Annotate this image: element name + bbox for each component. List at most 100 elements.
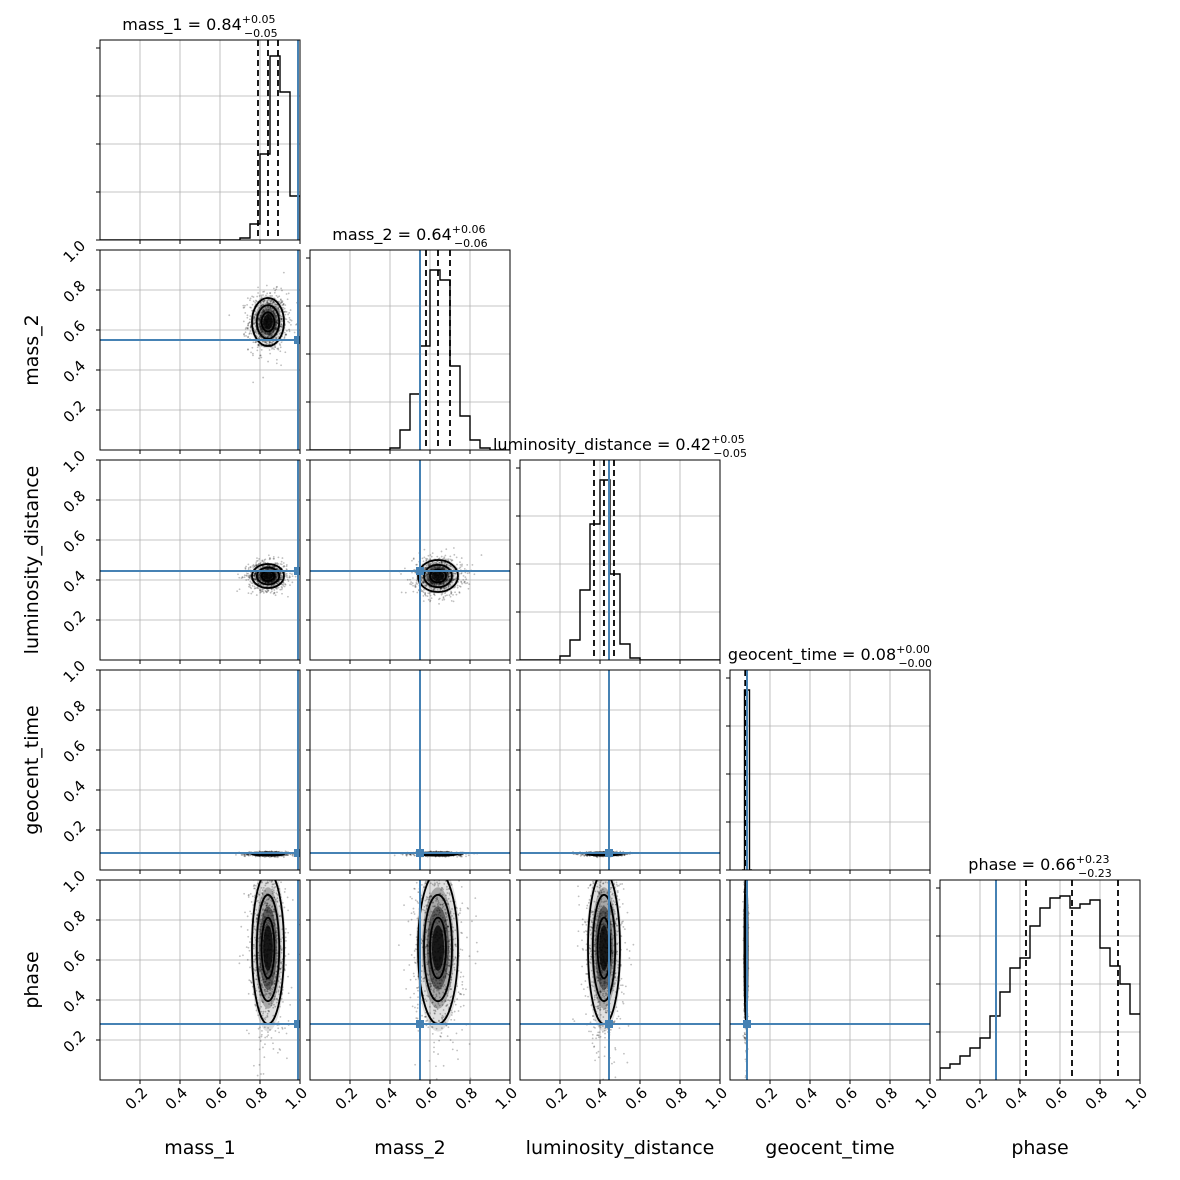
sample-point xyxy=(463,581,466,584)
sample-point xyxy=(464,576,467,578)
sample-point xyxy=(256,346,259,349)
histogram-mass_1 xyxy=(100,55,300,240)
sample-point xyxy=(275,316,278,319)
sample-point xyxy=(245,565,247,568)
sample-point xyxy=(266,301,269,304)
sample-point xyxy=(461,853,464,856)
sample-point xyxy=(256,586,259,589)
sample-point xyxy=(285,854,288,857)
sample-point xyxy=(442,583,445,586)
panel-mass_2-vs-mass_1 xyxy=(96,249,301,454)
sample-point xyxy=(279,578,282,580)
sample-point xyxy=(277,562,279,565)
sample-point xyxy=(260,349,263,351)
grid xyxy=(310,459,511,660)
sample-point xyxy=(255,561,258,564)
sample-point xyxy=(268,557,271,559)
sample-point xyxy=(446,571,449,574)
sample-point xyxy=(274,346,276,349)
sample-point xyxy=(247,578,250,581)
sample-point xyxy=(247,566,250,569)
sample-point xyxy=(253,574,256,577)
sample-point xyxy=(276,320,279,323)
sample-point xyxy=(411,571,413,574)
sample-point xyxy=(259,329,262,331)
sample-point xyxy=(420,590,423,593)
sample-point xyxy=(428,579,431,581)
sample-point xyxy=(284,854,287,856)
sample-point xyxy=(283,337,286,339)
sample-point xyxy=(459,853,462,856)
sample-point xyxy=(414,585,417,588)
sample-point xyxy=(251,303,254,306)
sample-point xyxy=(287,595,289,598)
sample-point xyxy=(240,853,243,856)
sample-point xyxy=(433,587,435,590)
sample-point xyxy=(281,587,284,589)
sample-point xyxy=(261,559,264,562)
y-tick-label: 0.6 xyxy=(60,737,90,767)
sample-point xyxy=(425,559,428,562)
sample-point xyxy=(273,557,275,560)
sample-point xyxy=(422,581,425,584)
sample-point xyxy=(414,571,417,574)
sample-point xyxy=(275,306,277,309)
sample-point xyxy=(279,314,281,317)
sample-point xyxy=(427,562,430,565)
sample-point xyxy=(272,556,275,558)
sample-point xyxy=(242,333,245,336)
sample-point xyxy=(258,573,261,576)
sample-point xyxy=(440,562,443,565)
sample-point xyxy=(435,561,438,564)
sample-point xyxy=(251,582,254,585)
sample-point xyxy=(412,590,415,593)
sample-point xyxy=(272,309,275,311)
sample-point xyxy=(261,330,264,333)
sample-point xyxy=(452,566,454,569)
sample-point xyxy=(260,356,263,359)
sample-point xyxy=(275,288,278,291)
sample-point xyxy=(280,576,283,579)
sample-point xyxy=(459,854,462,857)
sample-point xyxy=(429,580,432,583)
sample-point xyxy=(252,300,255,303)
sample-point xyxy=(275,286,278,289)
sample-point xyxy=(406,853,409,856)
sample-point xyxy=(257,344,259,347)
sample-point xyxy=(454,572,456,575)
sample-point xyxy=(449,595,452,598)
sample-point xyxy=(279,346,282,349)
sample-point xyxy=(269,307,272,310)
sample-point xyxy=(276,573,279,576)
sample-point xyxy=(258,335,261,338)
y-tick-label: 0.4 xyxy=(60,777,90,807)
contour-2 xyxy=(429,568,447,584)
sample-point xyxy=(258,577,261,579)
sample-point xyxy=(252,566,255,569)
sample-point xyxy=(281,325,284,327)
sample-point xyxy=(258,295,261,297)
sample-point xyxy=(271,331,274,334)
sample-point xyxy=(430,582,433,585)
sample-point xyxy=(466,572,469,575)
sample-point xyxy=(283,311,286,314)
sample-point xyxy=(429,581,432,584)
sample-point xyxy=(245,853,248,856)
sample-point xyxy=(250,306,252,309)
sample-point xyxy=(253,565,255,567)
sample-point xyxy=(284,317,287,320)
sample-point xyxy=(252,381,255,384)
sample-point xyxy=(272,287,275,290)
sample-point xyxy=(445,548,448,551)
sample-point xyxy=(283,331,286,334)
sample-point xyxy=(258,357,260,360)
sample-point xyxy=(280,585,283,588)
sample-point xyxy=(254,578,257,581)
sample-point xyxy=(273,312,275,315)
sample-point xyxy=(255,560,258,562)
sample-point xyxy=(276,576,279,578)
sample-point xyxy=(277,347,280,350)
sample-point xyxy=(430,597,433,600)
sample-point xyxy=(441,599,444,601)
sample-point xyxy=(444,592,446,595)
